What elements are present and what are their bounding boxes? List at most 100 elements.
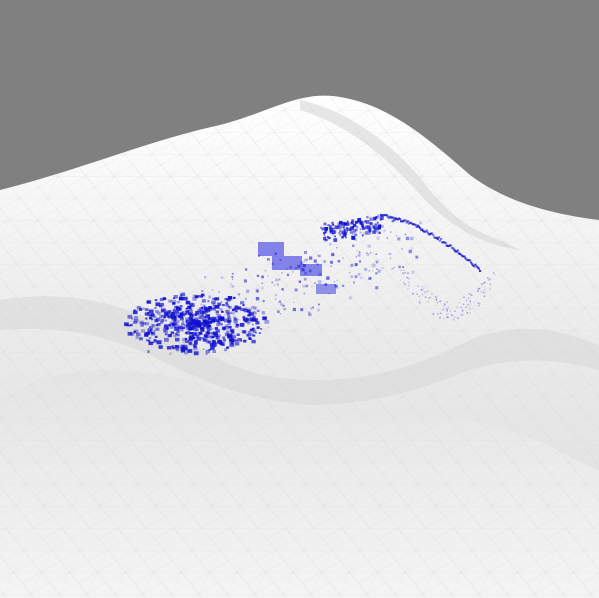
overlay-dot [224, 318, 229, 323]
overlay-dot [190, 332, 193, 334]
overlay-dot [424, 296, 427, 298]
overlay-dot [416, 224, 419, 227]
overlay-dot [164, 323, 169, 328]
overlay-dot [246, 318, 250, 321]
overlay-dot [478, 269, 482, 272]
particle-cluster-overlay[interactable] [124, 213, 496, 356]
overlay-dot [211, 289, 214, 292]
overlay-dot [430, 296, 432, 298]
overlay-dot [477, 290, 479, 292]
overlay-dot [247, 309, 252, 313]
overlay-dot [358, 251, 361, 254]
overlay-dot [483, 289, 486, 291]
overlay-dot [210, 335, 214, 339]
overlay-dot [159, 320, 164, 324]
overlay-dot [172, 311, 175, 314]
overlay-dot [262, 300, 265, 303]
overlay-dot [141, 329, 146, 333]
overlay-dot [200, 314, 204, 318]
overlay-dot [181, 345, 185, 348]
overlay-dot [316, 263, 319, 266]
overlay-dot [148, 340, 151, 342]
overlay-dot [136, 306, 141, 310]
overlay-dot [456, 249, 459, 252]
overlay-dot [173, 334, 177, 338]
overlay-dot [189, 321, 192, 324]
overlay-dot [312, 306, 314, 309]
overlay-dot [174, 326, 177, 328]
overlay-dot [246, 310, 250, 313]
overlay-dot [325, 238, 328, 242]
overlay-dot [279, 313, 281, 315]
overlay-dot [244, 319, 248, 323]
overlay-dot [342, 233, 346, 238]
overlay-dot [378, 231, 381, 234]
overlay-dot [314, 282, 316, 284]
overlay-dot [278, 300, 282, 303]
overlay-patch [258, 242, 284, 256]
overlay-dot [185, 307, 189, 310]
overlay-dot [323, 222, 327, 226]
overlay-dot [317, 280, 322, 284]
overlay-dot [183, 324, 187, 327]
overlay-dot [147, 329, 153, 334]
overlay-dot [375, 260, 379, 264]
overlay-dot [179, 326, 183, 329]
overlay-dot [173, 295, 178, 299]
overlay-dot [440, 237, 443, 240]
overlay-dot [181, 349, 185, 353]
overlay-dot [357, 253, 361, 257]
overlay-dot [201, 314, 204, 317]
overlay-dot [339, 234, 341, 236]
overlay-dot [211, 320, 215, 324]
overlay-dot [132, 320, 137, 324]
overlay-dot [481, 283, 483, 285]
overlay-dot [248, 310, 252, 314]
overlay-dot [220, 276, 224, 279]
overlay-dot [150, 318, 154, 321]
overlay-dot [469, 300, 471, 302]
overlay-dot [394, 217, 397, 220]
overlay-dot [160, 302, 164, 306]
overlay-dot [182, 337, 186, 341]
overlay-dot [329, 227, 334, 232]
overlay-dot [228, 305, 232, 310]
overlay-dot [311, 286, 313, 288]
overlay-dot [231, 311, 235, 315]
overlay-dot [398, 265, 401, 269]
overlay-dot [267, 275, 269, 277]
overlay-dot [305, 284, 309, 288]
overlay-dot [235, 339, 238, 342]
overlay-dot [171, 347, 175, 350]
overlay-dot [215, 336, 219, 339]
overlay-dot [283, 308, 286, 311]
overlay-dot [258, 255, 260, 257]
overlay-dot [341, 284, 345, 287]
overlay-dot [134, 316, 139, 320]
overlay-dot [184, 337, 188, 340]
overlay-dot [356, 225, 359, 228]
overlay-dot [354, 233, 358, 237]
overlay-dot [168, 310, 172, 313]
overlay-dot [203, 334, 208, 338]
overlay-dot [128, 324, 131, 327]
overlay-dot [345, 236, 347, 239]
overlay-dot [242, 304, 245, 306]
overlay-dot [227, 317, 232, 321]
overlay-dot [398, 218, 402, 220]
overlay-dot [339, 222, 341, 225]
overlay-dot [439, 317, 441, 319]
overlay-dot [212, 307, 215, 309]
overlay-dot [444, 303, 446, 305]
overlay-dot [256, 274, 260, 277]
overlay-dot [150, 327, 153, 330]
overlay-dot [276, 283, 279, 286]
overlay-dot [147, 350, 150, 353]
overlay-dot [222, 338, 226, 342]
overlay-dot [174, 322, 178, 326]
overlay-dot [226, 320, 229, 322]
overlay-dot [304, 250, 307, 254]
overlay-dot [331, 221, 334, 225]
